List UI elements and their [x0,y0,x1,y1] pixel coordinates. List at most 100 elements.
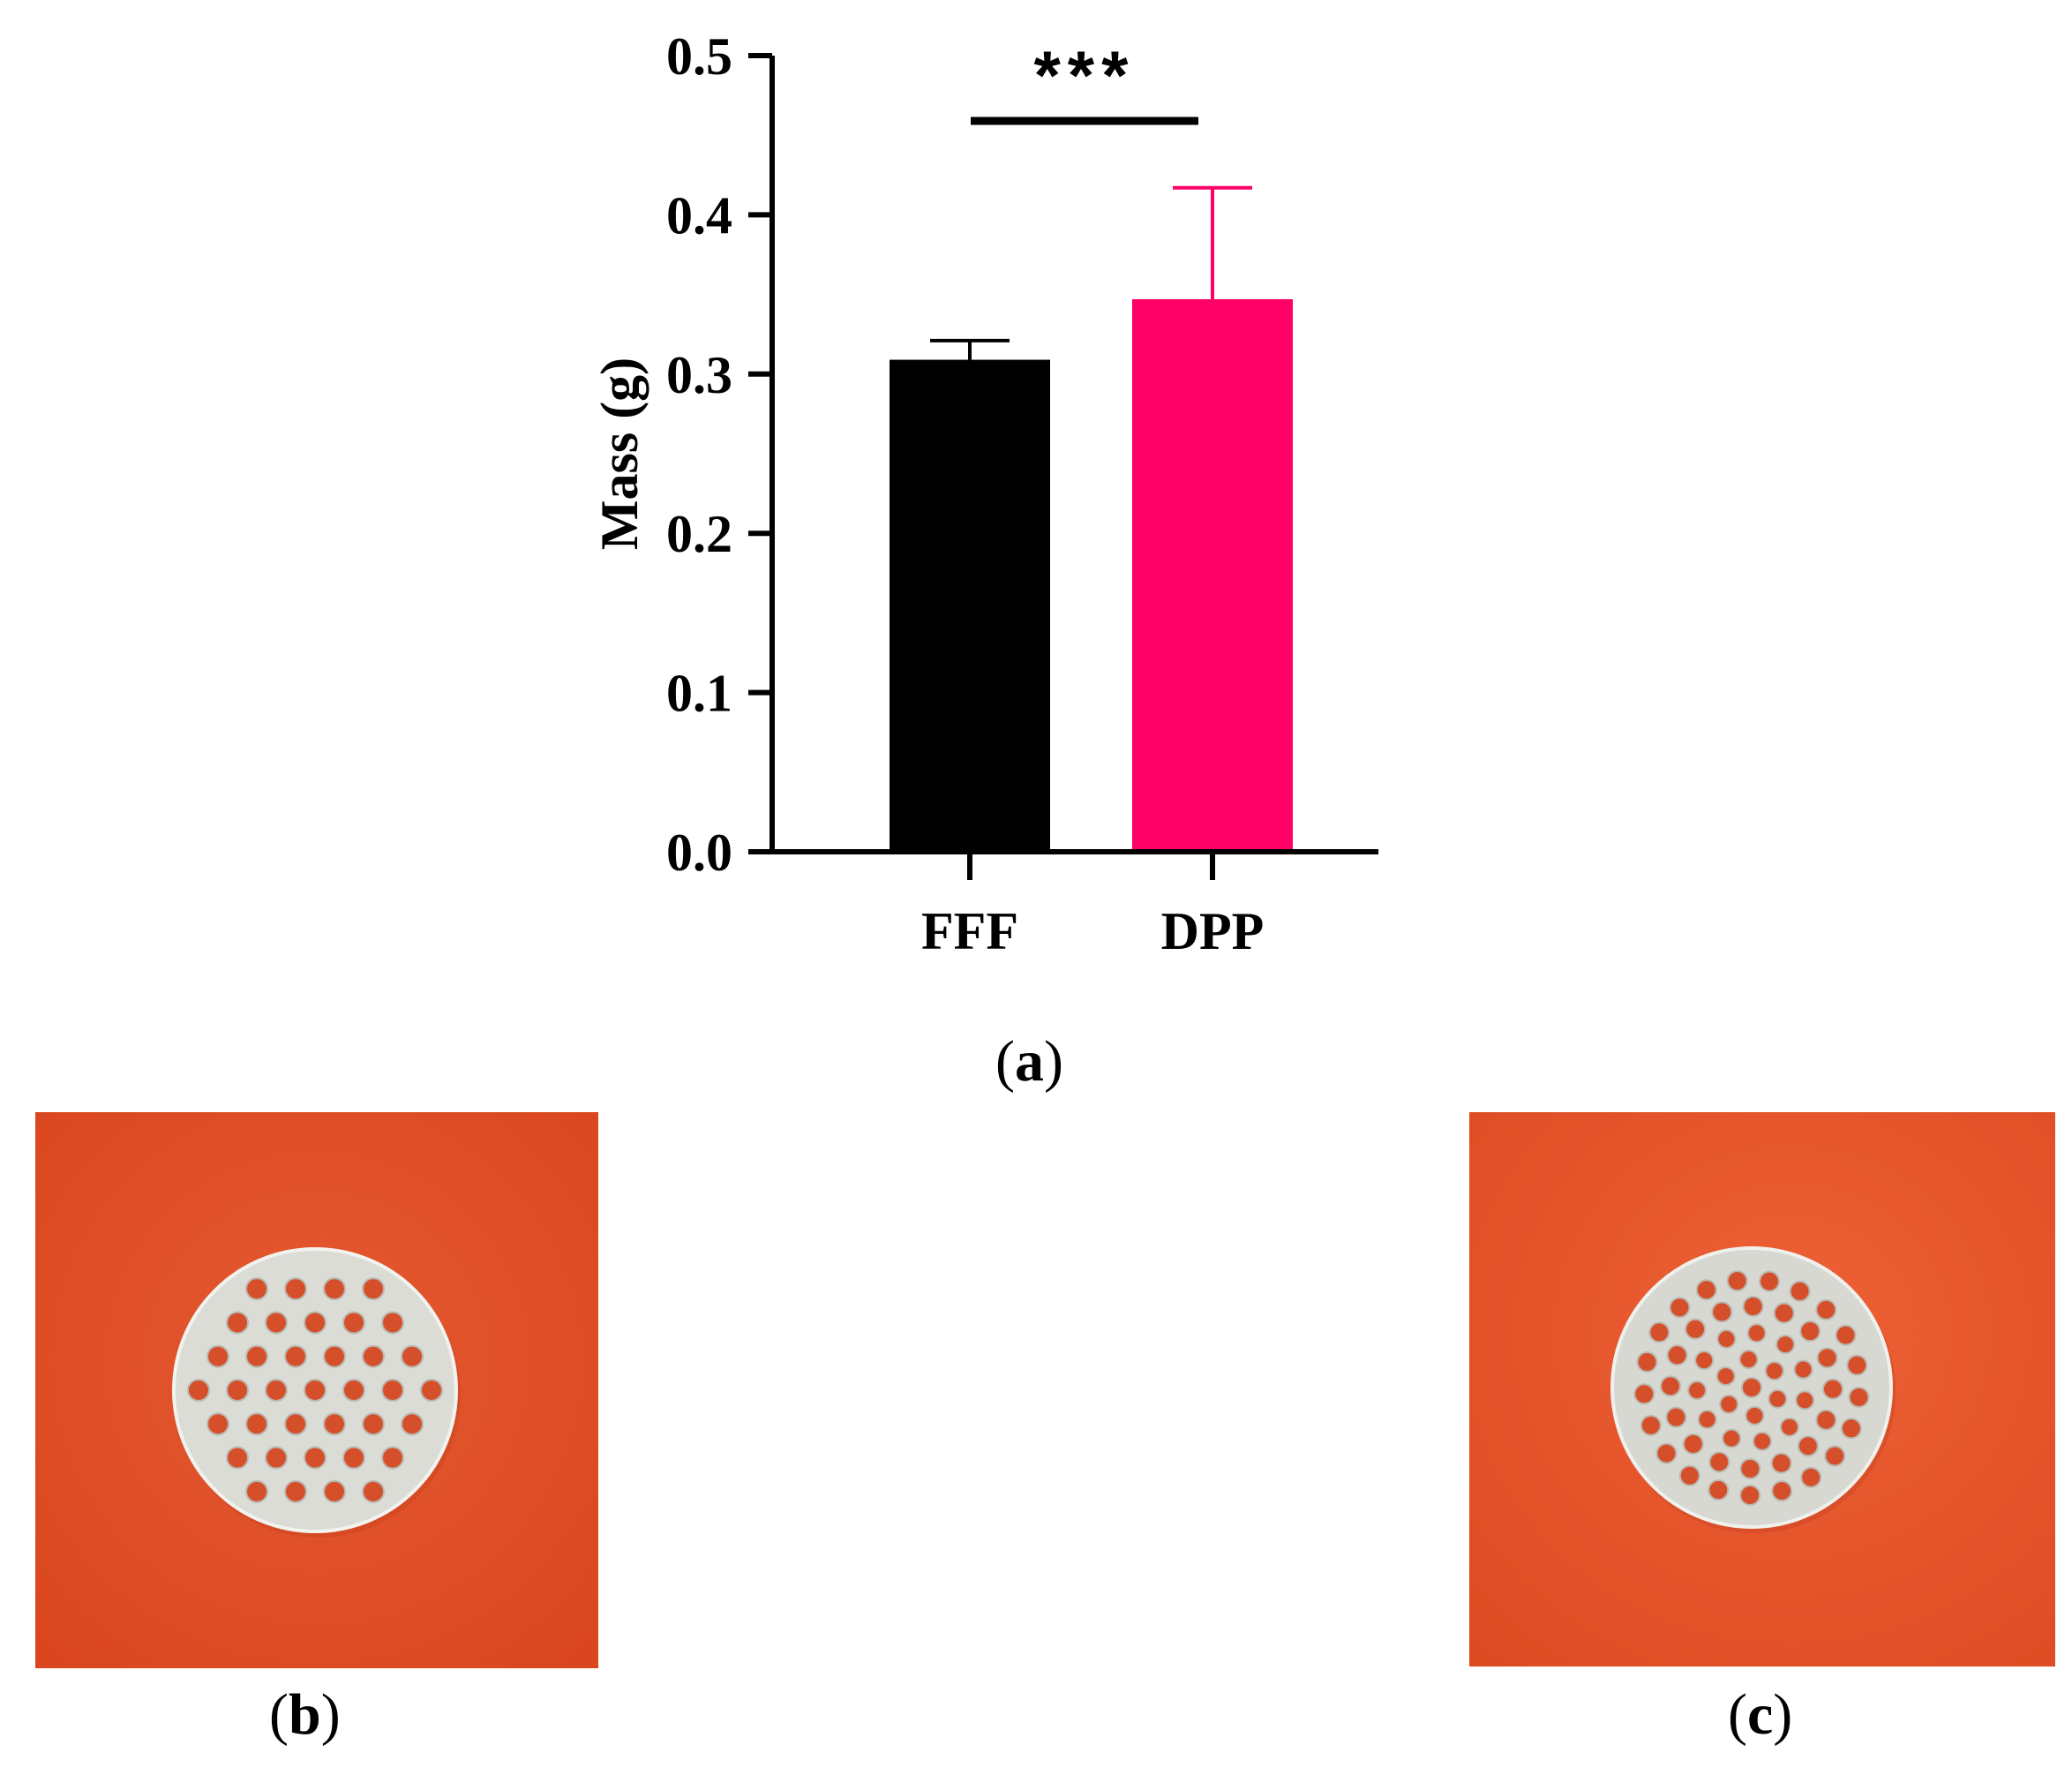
disc-hole [1655,1442,1678,1464]
y-tick-label: 0.2 [666,505,732,563]
disc-hole [1682,1433,1704,1455]
y-tick-label: 0.5 [666,27,732,86]
disc-hole [1648,1321,1670,1343]
disc-hole [1815,1409,1837,1431]
disc-hole [245,1412,268,1436]
disc-hole [381,1379,404,1402]
disc-hole [304,1379,327,1402]
panel-letter-a: a [1014,1029,1044,1094]
disc-hole [362,1344,385,1368]
x-tick-label-fff: FFF [921,902,1018,960]
disc-hole [362,1479,385,1503]
disc-hole [1770,1452,1792,1474]
disc-hole [1759,1270,1781,1292]
disc-hole [1633,1383,1655,1405]
disc-hole [1771,1480,1793,1502]
disc-hole [1636,1351,1658,1373]
disc-hole [265,1311,288,1335]
panel-letter-b: b [288,1682,321,1747]
disc-hole [1775,1335,1796,1355]
disc-hole [1669,1297,1691,1319]
disc-hole [1764,1361,1784,1381]
disc-hole [1716,1328,1737,1349]
disc-hole [245,1479,268,1503]
disc-hole [1739,1457,1761,1479]
disc-hole [362,1277,385,1301]
disc-hole [420,1379,443,1402]
disc-hole [1746,1323,1767,1343]
disc-hole [1726,1270,1748,1292]
disc-hole [1840,1418,1862,1440]
disc-hole [284,1277,307,1301]
panel-label-c: (c) [1728,1682,1793,1747]
disc-hole [1722,1428,1742,1448]
disc-hole [245,1277,268,1301]
disc-hole [1694,1350,1715,1371]
disc-hole [1846,1354,1868,1376]
disc-hole [1687,1381,1708,1401]
disc-hole [1695,1279,1717,1301]
disc-hole [323,1344,346,1368]
disc-hole [1665,1406,1687,1428]
disc-hole [1745,1405,1765,1426]
disc-hole [323,1479,346,1503]
disc-hole [1800,1466,1822,1488]
disc-hole [1742,1296,1764,1318]
photo-b [35,1112,598,1668]
disc-hole [362,1412,385,1436]
disc-hole [304,1311,327,1335]
disc-hole [1768,1388,1788,1409]
disc-hole [342,1311,365,1335]
disc-hole [1719,1394,1739,1414]
disc-hole [342,1446,365,1470]
disc-hole [226,1311,249,1335]
disc-hole [1738,1350,1759,1370]
panel-label-b: (b) [269,1682,341,1747]
y-tick-label: 0.4 [666,186,732,245]
significance-stars: *** [1033,36,1135,114]
disc-hole [1799,1320,1821,1343]
disc-hole [323,1277,346,1301]
disc-hole [1666,1344,1688,1366]
disc-hole [1739,1484,1761,1506]
disc-hole [1835,1324,1857,1346]
disc-hole [1824,1445,1846,1467]
disc-hole [284,1479,307,1503]
disc-hole [1816,1347,1838,1369]
disc-hole [1793,1359,1813,1380]
bar-fff [890,359,1050,853]
disc-hole [1711,1301,1733,1323]
disc-hole [401,1412,424,1436]
disc-hole [226,1379,249,1402]
disc-hole [342,1379,365,1402]
disc-hole [323,1412,346,1436]
disc-hole [1640,1414,1662,1436]
disc-hole [1773,1302,1795,1324]
disc-hole [381,1446,404,1470]
panel-letter-c: c [1746,1682,1774,1747]
photo-c [1469,1112,2055,1666]
disc-hole [206,1412,229,1436]
disc-hole [1797,1435,1819,1457]
disc-hole [1685,1318,1707,1340]
disc-hole [265,1379,288,1402]
disc-hole [1815,1298,1837,1320]
disc-hole [1741,1377,1762,1398]
disc-hole [1678,1464,1700,1486]
disc-hole [206,1344,229,1368]
disc-hole [1821,1378,1843,1400]
disc-hole [1660,1375,1682,1397]
disc-hole [1779,1417,1799,1437]
disc-hole [1715,1366,1736,1387]
disc-hole [1697,1410,1717,1430]
disc-hole [187,1379,210,1402]
disc-hole [401,1344,424,1368]
disc-hole [1708,1451,1730,1473]
disc-hole [284,1344,307,1368]
disc-hole [1708,1479,1730,1501]
y-axis-label: Mass (g) [590,357,649,550]
disc-hole [381,1311,404,1335]
panel-label-a: (a) [995,1029,1063,1094]
disc-hole [1848,1386,1870,1408]
disc-hole [265,1446,288,1470]
